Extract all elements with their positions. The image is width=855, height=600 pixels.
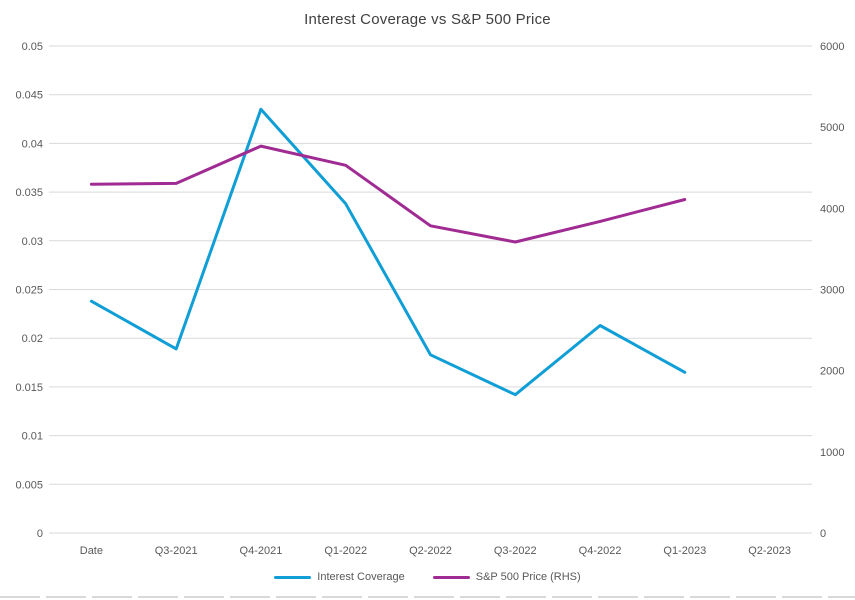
right-axis-tick-label: 6000 bbox=[820, 41, 844, 53]
marching-ants-border bbox=[0, 596, 855, 598]
right-axis-tick-label: 1000 bbox=[820, 447, 844, 459]
right-axis-tick-label: 3000 bbox=[820, 285, 844, 297]
right-axis-tick-label: 2000 bbox=[820, 366, 844, 378]
series-line-interest-coverage bbox=[89, 107, 687, 397]
left-axis-tick-label: 0.025 bbox=[15, 285, 43, 297]
left-axis-tick-label: 0.03 bbox=[22, 236, 43, 248]
x-axis-tick-label: Q1-2022 bbox=[324, 545, 367, 557]
x-axis-tick-label: Q4-2022 bbox=[579, 545, 622, 557]
x-axis-tick-label: Date bbox=[80, 545, 103, 557]
chart-legend: Interest Coverage S&P 500 Price (RHS) bbox=[0, 569, 855, 585]
x-axis-tick-label: Q2-2023 bbox=[748, 545, 791, 557]
left-axis-tick-label: 0.035 bbox=[15, 187, 43, 199]
series-line-s-p-500-price-rhs bbox=[89, 144, 687, 244]
x-axis-tick-label: Q1-2023 bbox=[663, 545, 706, 557]
x-axis-tick-label: Q3-2022 bbox=[494, 545, 537, 557]
legend-item-interest-coverage: Interest Coverage bbox=[274, 571, 405, 583]
left-axis-tick-label: 0.02 bbox=[22, 333, 43, 345]
legend-label: Interest Coverage bbox=[317, 571, 405, 583]
left-axis-tick-label: 0.015 bbox=[15, 382, 43, 394]
x-axis-tick-label: Q4-2021 bbox=[240, 545, 283, 557]
x-axis-tick-label: Q3-2021 bbox=[155, 545, 198, 557]
legend-line-swatch bbox=[432, 575, 470, 579]
left-axis-tick-label: 0.05 bbox=[22, 41, 43, 53]
chart-title: Interest Coverage vs S&P 500 Price bbox=[304, 11, 551, 28]
right-axis-tick-label: 4000 bbox=[820, 203, 844, 215]
legend-item-s-p-500-price-rhs: S&P 500 Price (RHS) bbox=[432, 571, 581, 583]
legend-label: S&P 500 Price (RHS) bbox=[475, 571, 581, 583]
left-axis-tick-label: 0.01 bbox=[22, 431, 43, 443]
right-axis-tick-label: 0 bbox=[820, 528, 826, 540]
left-axis-tick-label: 0 bbox=[37, 528, 43, 540]
right-axis-tick-label: 5000 bbox=[820, 122, 844, 134]
legend-line-swatch bbox=[274, 575, 312, 579]
left-axis-tick-label: 0.045 bbox=[15, 90, 43, 102]
left-axis-tick-label: 0.04 bbox=[22, 138, 43, 150]
x-axis-tick-label: Q2-2022 bbox=[409, 545, 452, 557]
left-axis-tick-label: 0.005 bbox=[15, 479, 43, 491]
